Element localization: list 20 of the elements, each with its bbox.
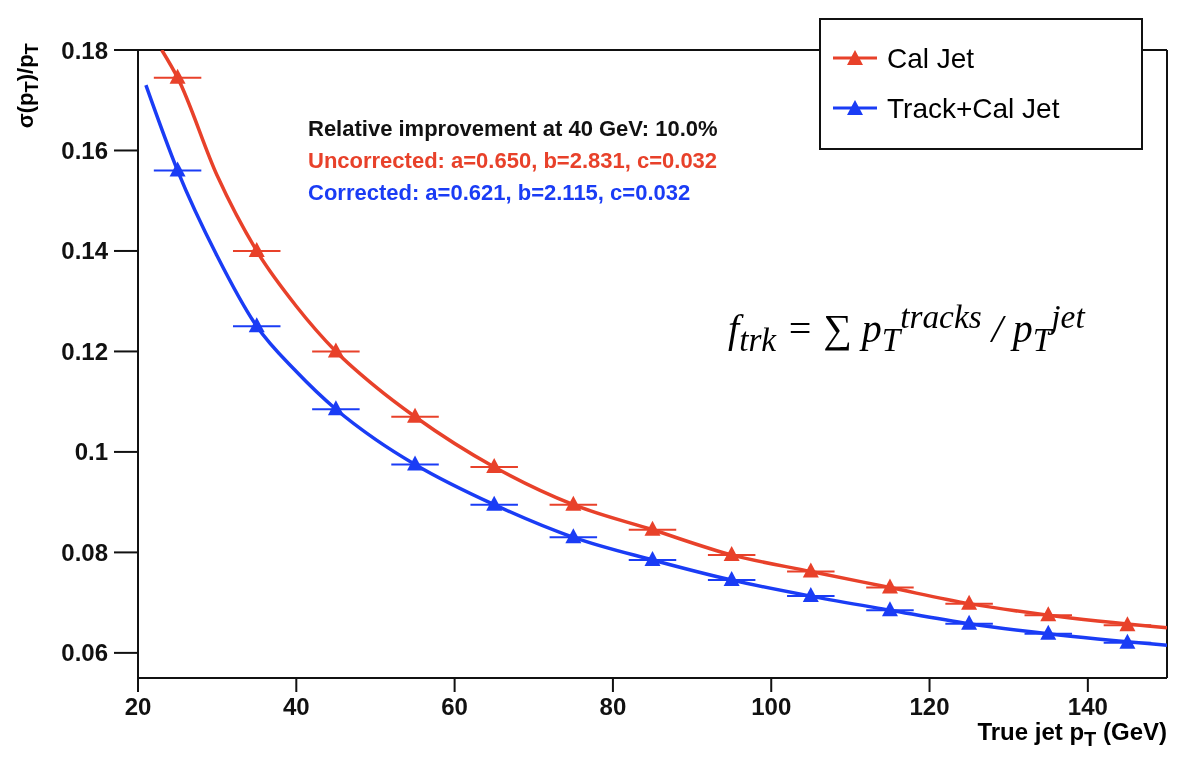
x-axis-title: True jet p$_{T}$ (GeV)	[977, 718, 1167, 751]
legend-label: Track+Cal Jet	[887, 93, 1060, 125]
x-tick-label: 140	[1067, 693, 1108, 721]
x-tick-label: 100	[751, 693, 792, 721]
x-tick-label: 20	[124, 693, 152, 721]
y-tick-label: 0.18	[61, 36, 108, 64]
x-tick-label: 40	[282, 693, 310, 721]
y-tick-label: 0.06	[61, 639, 108, 667]
annotation: Relative improvement at 40 GeV: 10.0%	[308, 116, 718, 142]
y-tick-label: 0.12	[61, 337, 108, 365]
annotation: Uncorrected: a=0.650, b=2.831, c=0.032	[308, 148, 718, 174]
annotation: Corrected: a=0.621, b=2.115, c=0.032	[308, 180, 691, 206]
y-tick-label: 0.16	[61, 137, 108, 164]
y-tick-label: 0.1	[74, 438, 108, 466]
y-tick-label: 0.08	[61, 538, 108, 566]
x-tick-label: 80	[599, 693, 627, 721]
legend-label: Cal Jet	[887, 43, 975, 75]
x-tick-label: 120	[909, 693, 950, 721]
x-tick-label: 60	[441, 693, 468, 721]
y-tick-label: 0.14	[61, 237, 109, 265]
